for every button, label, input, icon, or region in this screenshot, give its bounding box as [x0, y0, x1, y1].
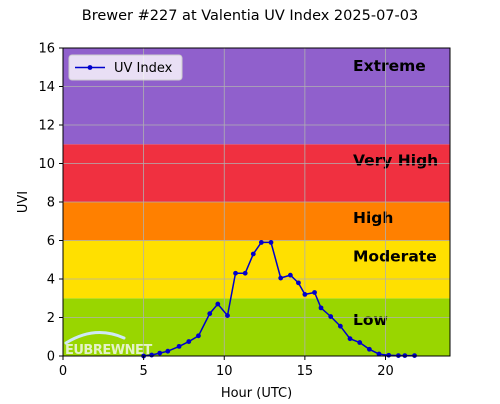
- data-point: [312, 290, 317, 295]
- chart-title: Brewer #227 at Valentia UV Index 2025-07…: [82, 8, 418, 24]
- data-point: [186, 339, 192, 344]
- data-point: [149, 352, 155, 358]
- data-point: [225, 313, 230, 318]
- data-point: [357, 340, 363, 345]
- x-axis-label: Hour (UTC): [221, 386, 292, 400]
- x-tick-label: 5: [139, 364, 147, 379]
- y-tick-label: 2: [47, 311, 55, 326]
- y-tick-label: 8: [47, 196, 55, 211]
- legend-entry-label: UV Index: [114, 61, 173, 76]
- data-point: [302, 292, 308, 297]
- x-tick-label: 20: [377, 364, 394, 379]
- data-point: [207, 311, 213, 317]
- uv-band-label-layer: Low Moderate High Very High Extreme: [353, 57, 438, 329]
- x-axis-ticks: 0 5 10 15 20: [59, 356, 394, 379]
- grid-lines: [63, 48, 450, 356]
- data-point: [386, 352, 392, 358]
- legend-box: [68, 54, 183, 81]
- watermark-text: EUBREWNET: [65, 343, 152, 358]
- band-label-extreme: Extreme: [353, 57, 426, 75]
- band-label-very-high: Very High: [353, 151, 438, 169]
- data-point: [337, 323, 343, 329]
- data-point: [287, 272, 293, 278]
- data-point: [376, 351, 382, 357]
- y-tick-label: 14: [38, 80, 55, 95]
- y-tick-label: 6: [47, 234, 55, 249]
- legend-marker-swatch: [87, 65, 93, 70]
- y-tick-label: 10: [38, 157, 55, 172]
- band-label-moderate: Moderate: [353, 248, 437, 266]
- data-point: [233, 270, 238, 276]
- data-point: [250, 251, 256, 257]
- y-tick-label: 0: [47, 350, 55, 365]
- y-tick-label: 4: [47, 273, 55, 288]
- data-point: [278, 275, 284, 281]
- y-tick-label: 16: [38, 42, 55, 57]
- data-point: [318, 305, 324, 311]
- band-label-high: High: [353, 209, 393, 227]
- data-point: [347, 336, 353, 342]
- watermark-swoosh: [64, 331, 126, 345]
- data-point: [366, 346, 372, 352]
- band-label-low: Low: [353, 311, 388, 329]
- data-point: [215, 301, 221, 307]
- x-tick-label: 15: [297, 364, 314, 379]
- data-point: [258, 240, 264, 245]
- eubrewnet-watermark: EUBREWNET: [64, 331, 153, 358]
- y-tick-label: 12: [38, 119, 55, 134]
- series-layer: [141, 240, 417, 359]
- x-tick-label: 0: [59, 364, 67, 379]
- data-point: [165, 348, 171, 354]
- data-point: [328, 314, 334, 319]
- x-tick-label: 10: [216, 364, 233, 379]
- legend[interactable]: UV Index: [68, 54, 183, 81]
- data-point: [268, 240, 274, 245]
- data-point: [242, 270, 248, 276]
- y-axis-label: UVI: [16, 191, 31, 213]
- data-point: [176, 343, 182, 349]
- y-axis-ticks: 0 2 4 6 8 10 12 14 16: [38, 42, 63, 365]
- data-point: [196, 333, 201, 339]
- data-point: [296, 280, 301, 286]
- data-point: [157, 350, 163, 356]
